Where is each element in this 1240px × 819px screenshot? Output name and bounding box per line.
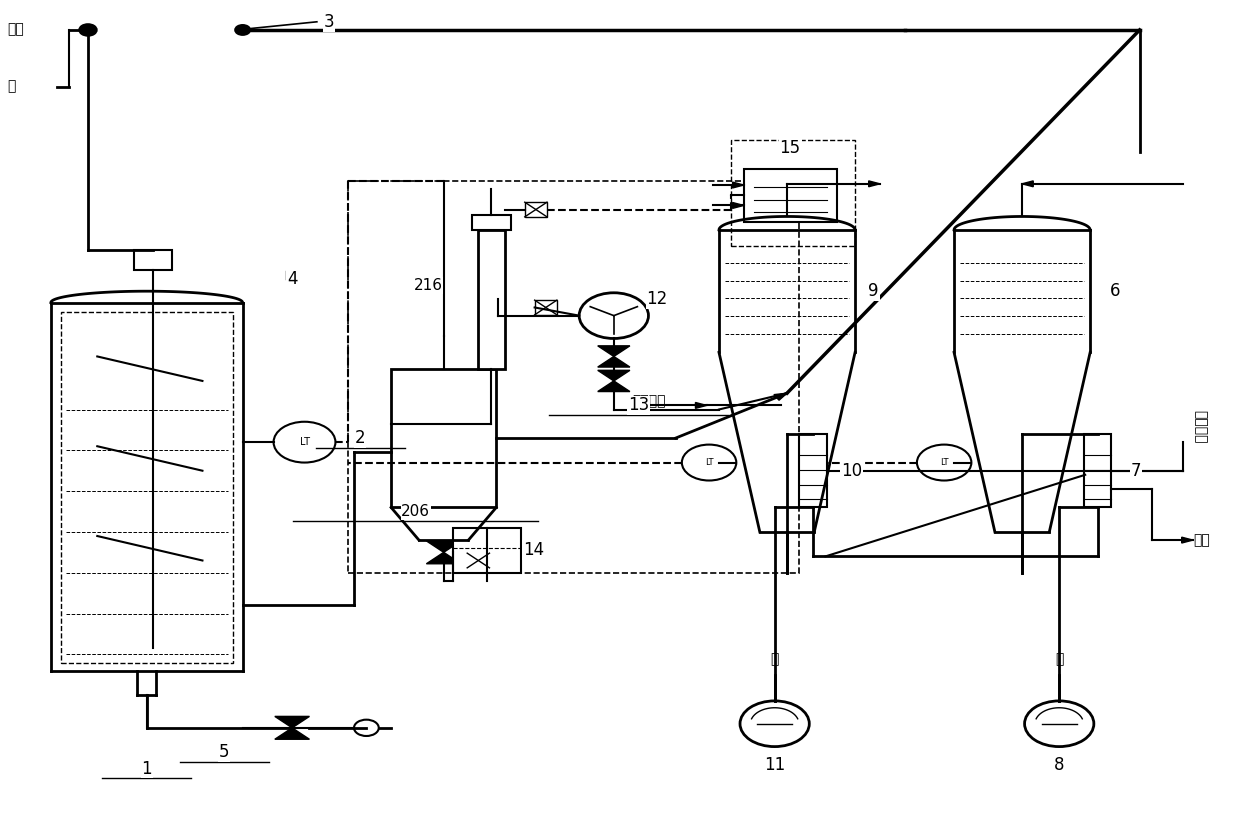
Polygon shape (774, 393, 787, 400)
Text: 216: 216 (414, 278, 443, 293)
Circle shape (579, 292, 649, 338)
Text: 13: 13 (627, 396, 650, 414)
Text: 水: 水 (770, 653, 779, 667)
Circle shape (1024, 701, 1094, 747)
Text: 7: 7 (1131, 462, 1141, 480)
Polygon shape (733, 202, 744, 208)
Polygon shape (134, 250, 171, 270)
Polygon shape (869, 181, 880, 187)
Polygon shape (1022, 181, 1033, 187)
Text: LT: LT (940, 458, 949, 467)
Text: 1: 1 (141, 760, 153, 777)
Text: 水: 水 (1055, 653, 1064, 667)
Text: 出料: 出料 (1193, 533, 1209, 547)
Text: 4: 4 (286, 270, 298, 288)
Polygon shape (744, 169, 837, 222)
Text: 加热蒸汽: 加热蒸汽 (1193, 410, 1207, 443)
Circle shape (916, 445, 971, 481)
Text: 10: 10 (841, 462, 862, 480)
Text: 11: 11 (764, 756, 785, 774)
Polygon shape (477, 230, 505, 369)
Text: LT: LT (300, 437, 310, 447)
Text: 206: 206 (402, 504, 430, 519)
Polygon shape (453, 528, 521, 572)
Polygon shape (733, 182, 744, 188)
Text: 2: 2 (355, 429, 366, 447)
Polygon shape (598, 346, 630, 356)
Text: 15: 15 (780, 139, 801, 157)
Polygon shape (800, 434, 827, 508)
Polygon shape (630, 402, 641, 409)
Circle shape (274, 422, 336, 463)
Text: 14: 14 (523, 541, 544, 559)
Circle shape (236, 25, 250, 35)
Circle shape (682, 445, 737, 481)
Polygon shape (391, 369, 496, 508)
Text: 氨: 氨 (7, 79, 16, 93)
Text: 磷酸: 磷酸 (7, 22, 25, 36)
Text: 5: 5 (218, 744, 229, 762)
Polygon shape (275, 728, 310, 740)
Text: 3: 3 (324, 13, 335, 31)
Polygon shape (598, 356, 630, 367)
Polygon shape (598, 370, 630, 381)
Polygon shape (471, 215, 511, 230)
Polygon shape (467, 553, 490, 568)
Polygon shape (534, 300, 557, 314)
Polygon shape (275, 717, 310, 728)
Text: 9: 9 (868, 283, 879, 300)
Text: 12: 12 (646, 290, 668, 308)
Polygon shape (525, 202, 547, 217)
Polygon shape (1182, 537, 1193, 543)
Polygon shape (427, 552, 461, 563)
Polygon shape (696, 402, 707, 409)
Circle shape (740, 701, 810, 747)
Text: LT: LT (704, 458, 713, 467)
Text: 6: 6 (1110, 283, 1120, 300)
Polygon shape (1084, 434, 1111, 508)
Polygon shape (427, 541, 461, 552)
Text: 真空冷凝: 真空冷凝 (632, 394, 666, 409)
Text: 8: 8 (1054, 756, 1064, 774)
Polygon shape (598, 381, 630, 391)
Circle shape (79, 25, 97, 36)
Circle shape (353, 720, 378, 736)
